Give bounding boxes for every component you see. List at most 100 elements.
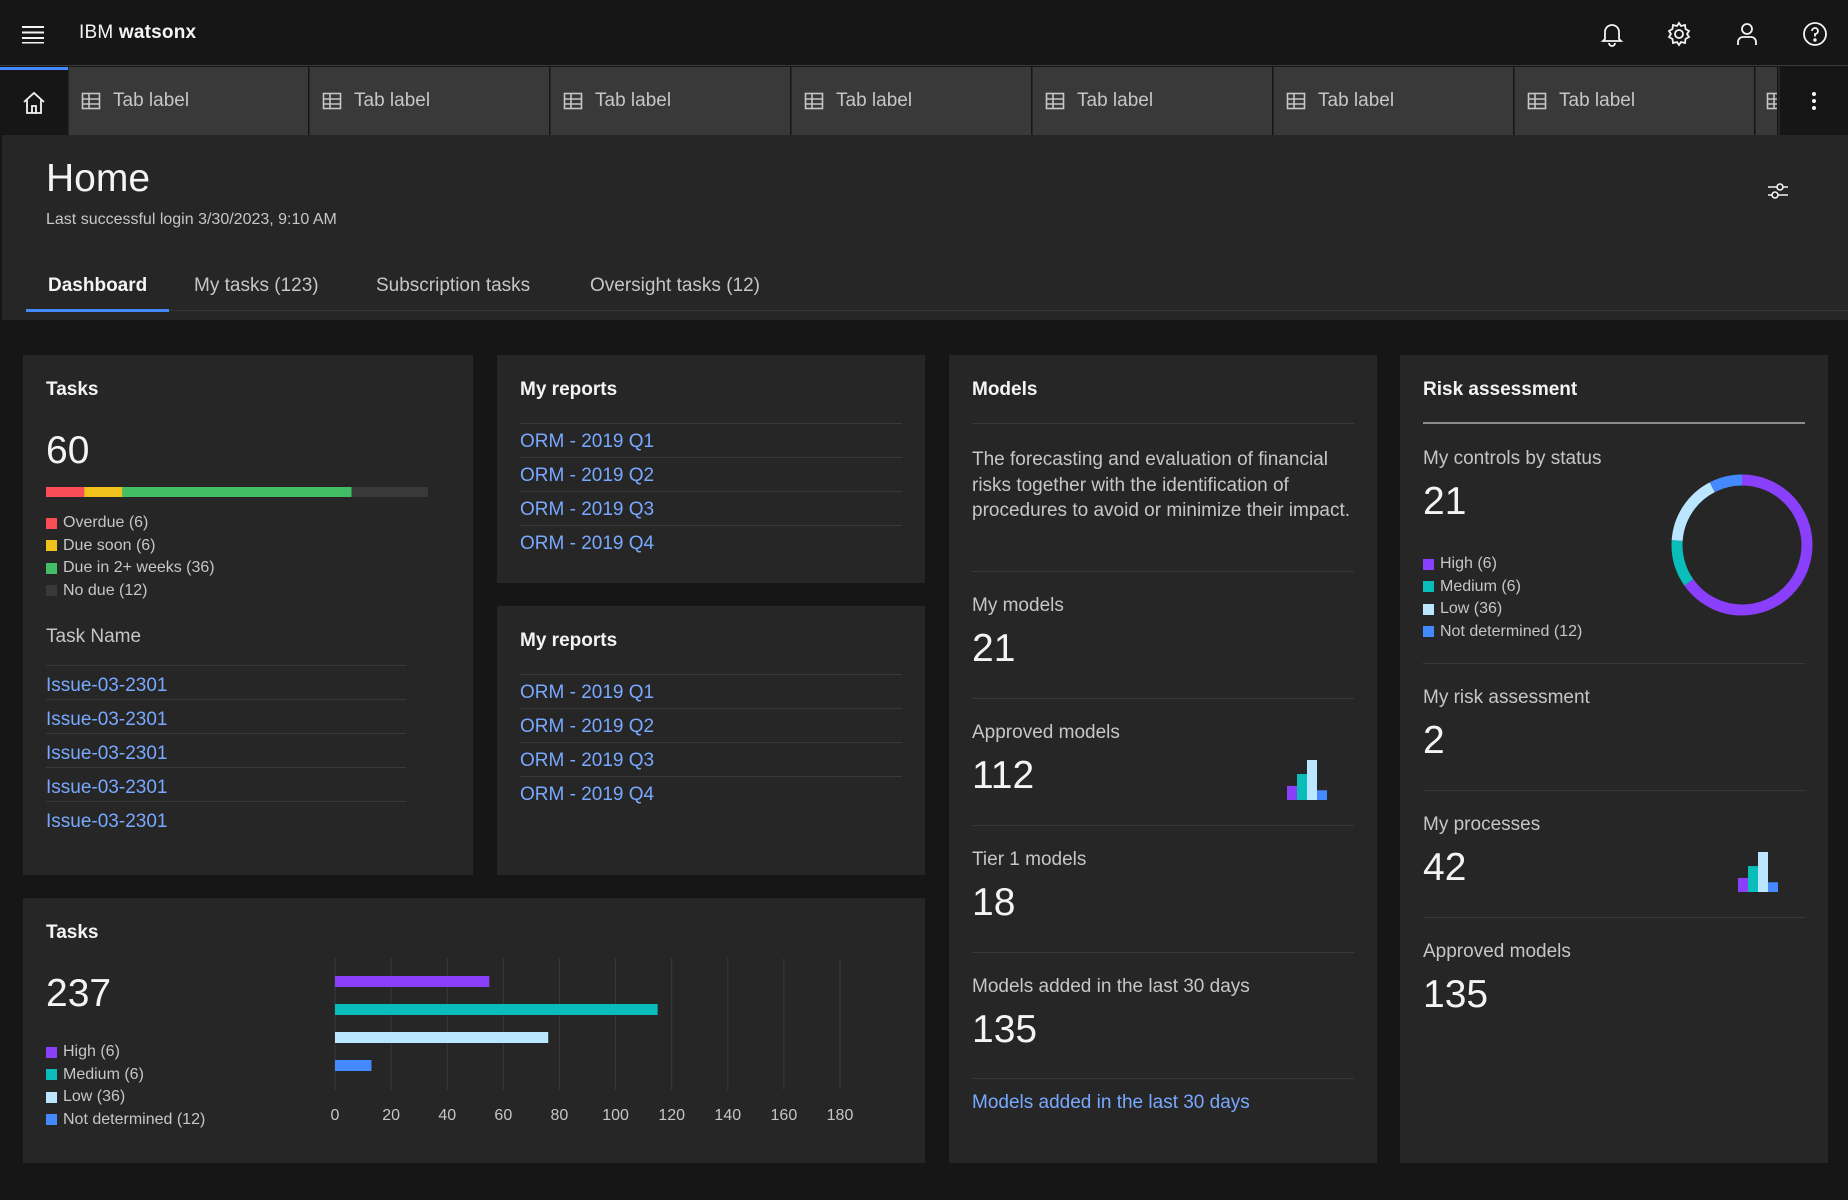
divider [520,525,902,526]
workspace-tab[interactable]: Tab label [1033,67,1273,135]
table-icon [1527,92,1547,110]
workspace-tab[interactable]: Tab label [69,67,309,135]
swatch [1423,581,1434,593]
tab-label: Tab label [595,90,672,111]
swatch [46,1114,57,1126]
tasks-total: 60 [46,429,90,472]
report-link[interactable]: ORM - 2019 Q4 [520,784,655,805]
tab-overflow-button[interactable] [1780,67,1848,135]
tier1-models-label: Tier 1 models [972,849,1087,870]
legend-low: Low (36) [46,1086,205,1109]
donut-slice[interactable] [1671,474,1813,616]
spark-bar [1748,866,1758,892]
workspace-tab[interactable]: Tab label [551,67,791,135]
legend-not-determined: Not determined (12) [46,1109,205,1132]
models-added-link[interactable]: Models added in the last 30 days [972,1092,1250,1113]
bar[interactable] [335,976,490,987]
divider [972,423,1354,424]
card-title: Tasks [46,379,99,400]
workspace-tab[interactable]: Tab label [1274,67,1514,135]
tab-my-tasks[interactable]: My tasks (123) [194,275,319,296]
x-tick-label: 160 [771,1107,798,1124]
legend-low: Low (36) [1423,598,1582,621]
user-button[interactable] [1726,13,1768,55]
models-added-label: Models added in the last 30 days [972,976,1250,997]
divider [972,698,1354,699]
tier1-models-value: 18 [972,881,1016,924]
legend-label: Not determined (12) [63,1110,206,1128]
tasks-progress-bar [46,487,428,497]
report-link[interactable]: ORM - 2019 Q2 [520,716,655,737]
task-link[interactable]: Issue-03-2301 [46,811,168,832]
help-button[interactable] [1794,13,1836,55]
task-link[interactable]: Issue-03-2301 [46,777,168,798]
tab-subscription-tasks[interactable]: Subscription tasks [376,275,531,296]
reports-card-2: My reports ORM - 2019 Q1 ORM - 2019 Q2 O… [497,606,925,875]
approved-models-sparkbar [1287,760,1327,800]
bar[interactable] [335,1004,658,1015]
home-tab[interactable] [0,67,68,135]
table-icon [563,92,583,110]
reports-card-1: My reports ORM - 2019 Q1 ORM - 2019 Q2 O… [497,355,925,583]
divider [972,952,1354,953]
menu-icon [22,26,44,44]
tab-oversight-tasks[interactable]: Oversight tasks (12) [590,275,760,296]
divider [1423,917,1805,918]
report-link[interactable]: ORM - 2019 Q2 [520,465,655,486]
tab-dashboard[interactable]: Dashboard [25,263,170,312]
legend-not-determined: Not determined (12) [1423,621,1582,644]
product-name[interactable]: IBM watsonx [79,22,196,44]
menu-button[interactable] [14,14,54,54]
swatch [46,585,57,597]
spark-bar [1768,882,1778,892]
table-icon [1045,92,1065,110]
task-link[interactable]: Issue-03-2301 [46,743,168,764]
task-link[interactable]: Issue-03-2301 [46,675,168,696]
legend-label: Due soon (6) [63,536,156,554]
divider [972,825,1354,826]
divider [520,457,902,458]
approved-models-value: 135 [1423,973,1489,1016]
app-header: IBM watsonx [0,0,1848,66]
swatch [46,1069,57,1081]
report-link[interactable]: ORM - 2019 Q3 [520,499,655,520]
approved-models-label: Approved models [1423,941,1571,962]
x-tick-label: 100 [602,1107,629,1124]
home-icon [23,91,45,114]
tab-label: Tab label [113,90,190,111]
legend-label: Overdue (6) [63,514,149,531]
workspace-tab[interactable]: Tab label [1515,67,1755,135]
risk-assessment-label: My risk assessment [1423,687,1590,708]
settings-button[interactable] [1658,13,1700,55]
overflow-menu-icon [1812,92,1816,110]
notifications-button[interactable] [1591,13,1633,55]
swatch [46,1046,57,1058]
customize-button[interactable] [1758,171,1798,211]
help-icon [1803,22,1827,46]
report-link[interactable]: ORM - 2019 Q4 [520,533,655,554]
spark-bar [1287,785,1297,800]
divider [46,665,406,666]
divider [972,1078,1354,1079]
spark-bar [1307,760,1317,800]
workspace-tab-partial[interactable] [1756,67,1778,135]
workspace-tab[interactable]: Tab label [792,67,1032,135]
tab-label: Tab label [1318,90,1395,111]
x-tick-label: 120 [658,1107,685,1124]
table-icon [1766,92,1777,110]
legend-label: Medium (6) [1440,577,1521,595]
tasks-bar-chart: 0 20 40 60 80 100 120 140 160 180 [331,958,853,1124]
workspace-tab[interactable]: Tab label [310,67,550,135]
approved-models-value: 112 [972,754,1035,797]
bar[interactable] [335,1032,549,1043]
legend-label: High (6) [63,1043,120,1060]
donut-slice[interactable] [1671,474,1813,616]
swatch [46,1091,57,1103]
report-link[interactable]: ORM - 2019 Q1 [520,682,655,703]
report-link[interactable]: ORM - 2019 Q3 [520,750,655,771]
task-link[interactable]: Issue-03-2301 [46,709,168,730]
dashboard-content: Tasks 60 Overdue (6) Due soon (6) Due in… [2,320,1848,1200]
divider [1423,663,1805,664]
report-link[interactable]: ORM - 2019 Q1 [520,431,655,452]
bar[interactable] [335,1060,372,1071]
